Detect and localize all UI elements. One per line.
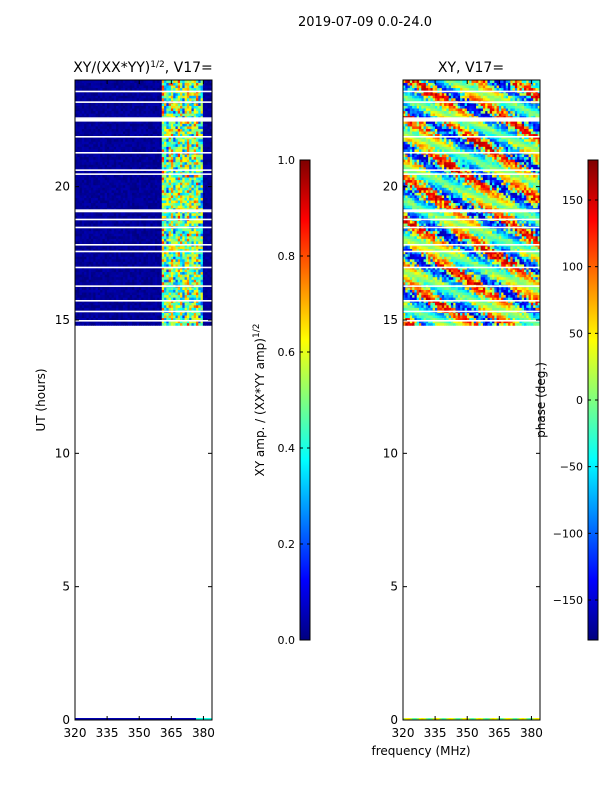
phase-ytick-label: 0 xyxy=(390,713,398,727)
phase-colorbar-tick-label: 50 xyxy=(569,327,583,340)
amplitude-axis-ticks: 320 335 350 365 380 0 5 10 15 20 xyxy=(55,80,215,740)
phase-colorbar-label: phase (deg.) xyxy=(534,362,548,438)
phase-plot-frame xyxy=(402,79,541,721)
amplitude-xtick-label: 350 xyxy=(128,726,151,740)
amplitude-colorbar-label: XY amp. / (XX*YY amp)1/2 xyxy=(252,324,267,477)
amplitude-colorbar-tick-label: 1.0 xyxy=(278,154,296,167)
amplitude-ytick-label: 5 xyxy=(62,580,70,594)
phase-data-gaps xyxy=(403,90,540,322)
phase-colorbar-tick-label: 0 xyxy=(576,394,583,407)
amplitude-xtick-label: 380 xyxy=(192,726,215,740)
amplitude-colorbar-gradient xyxy=(299,159,311,641)
amplitude-heatmap xyxy=(75,80,212,720)
amplitude-xtick-label: 365 xyxy=(160,726,183,740)
phase-heatmap-cells xyxy=(403,80,540,326)
amplitude-colorbar-tick-label: 0.0 xyxy=(278,634,296,647)
phase-xtick-label: 320 xyxy=(392,726,415,740)
phase-ytick-label: 15 xyxy=(383,313,398,327)
phase-ytick-label: 10 xyxy=(383,446,398,460)
amplitude-ytick-label: 10 xyxy=(55,446,70,460)
phase-panel: XY, V17= frequency (MHz) 320 335 350 365 380… xyxy=(371,60,542,758)
amplitude-colorbar-ticks: 0.0 0.2 0.4 0.6 0.8 1.0 xyxy=(278,154,310,647)
ut-hours-axis-label: UT (hours) xyxy=(34,368,48,431)
amplitude-ytick-label: 15 xyxy=(55,313,70,327)
amp-data-gaps xyxy=(75,90,212,322)
phase-colorbar: −150 −100 −50 0 50 100 150 phase (deg.) xyxy=(534,159,599,641)
amplitude-colorbar-tick-label: 0.8 xyxy=(278,250,296,263)
amplitude-colorbar: 0.0 0.2 0.4 0.6 0.8 1.0 XY amp. / (XX*YY amp)… xyxy=(252,154,311,647)
amplitude-ytick-label: 20 xyxy=(55,180,70,194)
amplitude-plot-frame xyxy=(74,79,213,721)
phase-colorbar-tick-label: 150 xyxy=(562,194,583,207)
amplitude-colorbar-tick-label: 0.4 xyxy=(278,442,296,455)
amplitude-colorbar-tick-label: 0.6 xyxy=(278,346,296,359)
amplitude-colorbar-tick-label: 0.2 xyxy=(278,538,296,551)
phase-panel-title: XY, V17= xyxy=(438,60,504,76)
phase-xtick-label: 365 xyxy=(488,726,511,740)
phase-heatmap xyxy=(403,80,540,720)
amplitude-panel-title: XY/(XX*YY)1/2, V17= xyxy=(73,60,213,76)
phase-xtick-label: 350 xyxy=(456,726,479,740)
phase-colorbar-tick-label: −50 xyxy=(560,461,583,474)
phase-colorbar-ticks: −150 −100 −50 0 50 100 150 xyxy=(553,194,598,607)
phase-ytick-label: 5 xyxy=(390,580,398,594)
phase-ytick-label: 20 xyxy=(383,180,398,194)
amp-heatmap-cells xyxy=(75,80,212,326)
frequency-axis-label: frequency (MHz) xyxy=(371,744,470,758)
phase-xtick-label: 380 xyxy=(520,726,543,740)
phase-colorbar-tick-label: 100 xyxy=(562,261,583,274)
amplitude-ytick-label: 0 xyxy=(62,713,70,727)
phase-baseline-row xyxy=(403,718,540,720)
phase-xtick-label: 335 xyxy=(424,726,447,740)
phase-colorbar-tick-label: −150 xyxy=(553,594,583,607)
amplitude-ratio-panel: XY/(XX*YY)1/2, V17= UT (hours) 320 335 350… xyxy=(34,60,215,740)
figure-suptitle: 2019-07-09 0.0-24.0 xyxy=(298,15,432,30)
amp-baseline-row xyxy=(75,718,212,720)
amplitude-xtick-label: 320 xyxy=(64,726,87,740)
amplitude-xtick-label: 335 xyxy=(96,726,119,740)
phase-axis-ticks: 320 335 350 365 380 0 5 10 15 20 xyxy=(383,80,543,740)
phase-colorbar-tick-label: −100 xyxy=(553,527,583,540)
